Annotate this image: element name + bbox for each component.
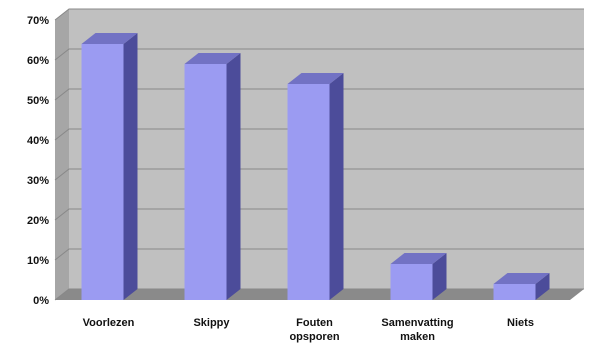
bar-front [390,264,433,300]
y-tick-label: 20% [27,215,49,227]
gridline [54,208,584,221]
bar [390,253,447,300]
y-tick-label: 10% [27,255,49,267]
side-wall [55,9,69,300]
bar [81,33,138,300]
y-tick-label: 60% [27,55,49,67]
bar [184,53,241,300]
bar-top [81,33,138,44]
y-tick-label: 0% [33,295,49,307]
y-tick-label: 30% [27,175,49,187]
x-tick-label: Skippy [193,317,230,329]
gridline [54,88,584,101]
bar-top [184,53,241,64]
bar [287,73,344,300]
x-tick-label: Samenvatting maken [381,317,453,343]
gridline [54,128,584,141]
x-tick-label-line: Niets [507,317,534,329]
x-axis-tick-labels: Voorlezen Skippy Fouten opsporen Samenvattin… [83,317,534,343]
x-tick-label-line: Fouten [296,317,333,329]
bar-side [535,273,550,300]
x-tick-label-line: opsporen [289,331,339,343]
x-tick-label-line: Skippy [193,317,230,329]
bar-front [81,44,124,300]
bar-front [493,284,536,300]
x-tick-label: Fouten opsporen [289,317,339,343]
gridline [54,248,584,261]
x-tick-label-line: Samenvatting [381,317,453,329]
gridlines [54,8,584,301]
bar-top [287,73,344,84]
bar-side [329,73,344,300]
bar-side [432,253,447,300]
bar-side [226,53,241,300]
gridline [54,8,584,21]
y-axis-tick-labels: 0% 10% 20% 30% 40% 50% 60% 70% [27,15,49,307]
bar [493,273,550,300]
x-tick-label-line: maken [400,331,435,343]
x-tick-label: Voorlezen [83,317,135,329]
gridline [54,48,584,61]
y-tick-label: 70% [27,15,49,27]
y-tick-label: 40% [27,135,49,147]
bar-side [123,33,138,300]
y-tick-label: 50% [27,95,49,107]
gridline [54,168,584,181]
bar-top [390,253,447,264]
bar-top [493,273,550,284]
bar-front [184,64,227,300]
bars [81,33,550,300]
bar-front [287,84,330,300]
x-tick-label-line: Voorlezen [83,317,135,329]
x-tick-label: Niets [507,317,534,329]
